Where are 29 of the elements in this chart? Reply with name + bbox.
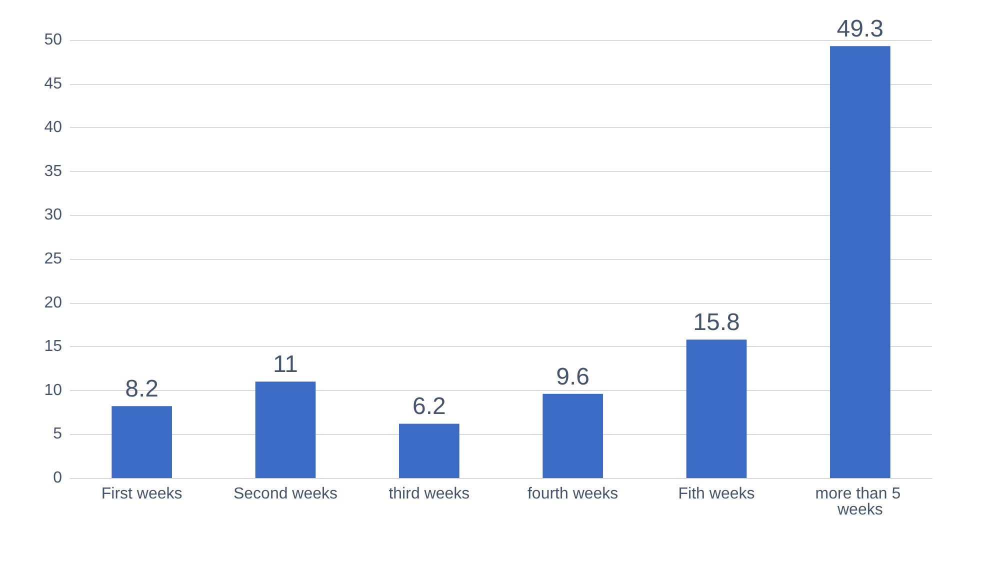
y-tick-label: 25	[44, 250, 62, 268]
x-tick-label: third weeks	[388, 486, 470, 502]
x-tick-label: First weeks	[101, 486, 182, 502]
y-tick-label: 15	[44, 338, 62, 356]
y-tick-label: 5	[53, 426, 62, 443]
y-tick-label: 0	[53, 470, 62, 486]
y-tick-label: 30	[44, 206, 62, 224]
bar	[830, 46, 890, 478]
data-label: 11	[273, 351, 298, 378]
bar	[255, 382, 316, 478]
bar	[398, 424, 460, 478]
data-label: 15.8	[693, 309, 740, 336]
data-label: 8.2	[125, 376, 159, 403]
y-tick-label: 45	[44, 75, 62, 92]
x-tick-label: Second weeks	[233, 486, 338, 502]
y-tick-label: 20	[44, 294, 62, 312]
x-tick-label: more than 5 weeks	[815, 486, 906, 518]
data-label: 49.3	[836, 16, 884, 43]
x-tick-label: fourth weeks	[527, 486, 618, 502]
data-label: 6.2	[412, 393, 446, 420]
y-tick-label: 35	[44, 162, 62, 180]
bar	[542, 394, 604, 478]
bar	[112, 406, 172, 478]
bar	[686, 340, 747, 478]
y-tick-label: 10	[44, 382, 62, 399]
data-label: 9.6	[556, 363, 590, 390]
y-tick-label: 40	[44, 119, 62, 136]
x-tick-label: Fith weeks	[678, 486, 755, 502]
y-tick-label: 50	[44, 32, 62, 48]
